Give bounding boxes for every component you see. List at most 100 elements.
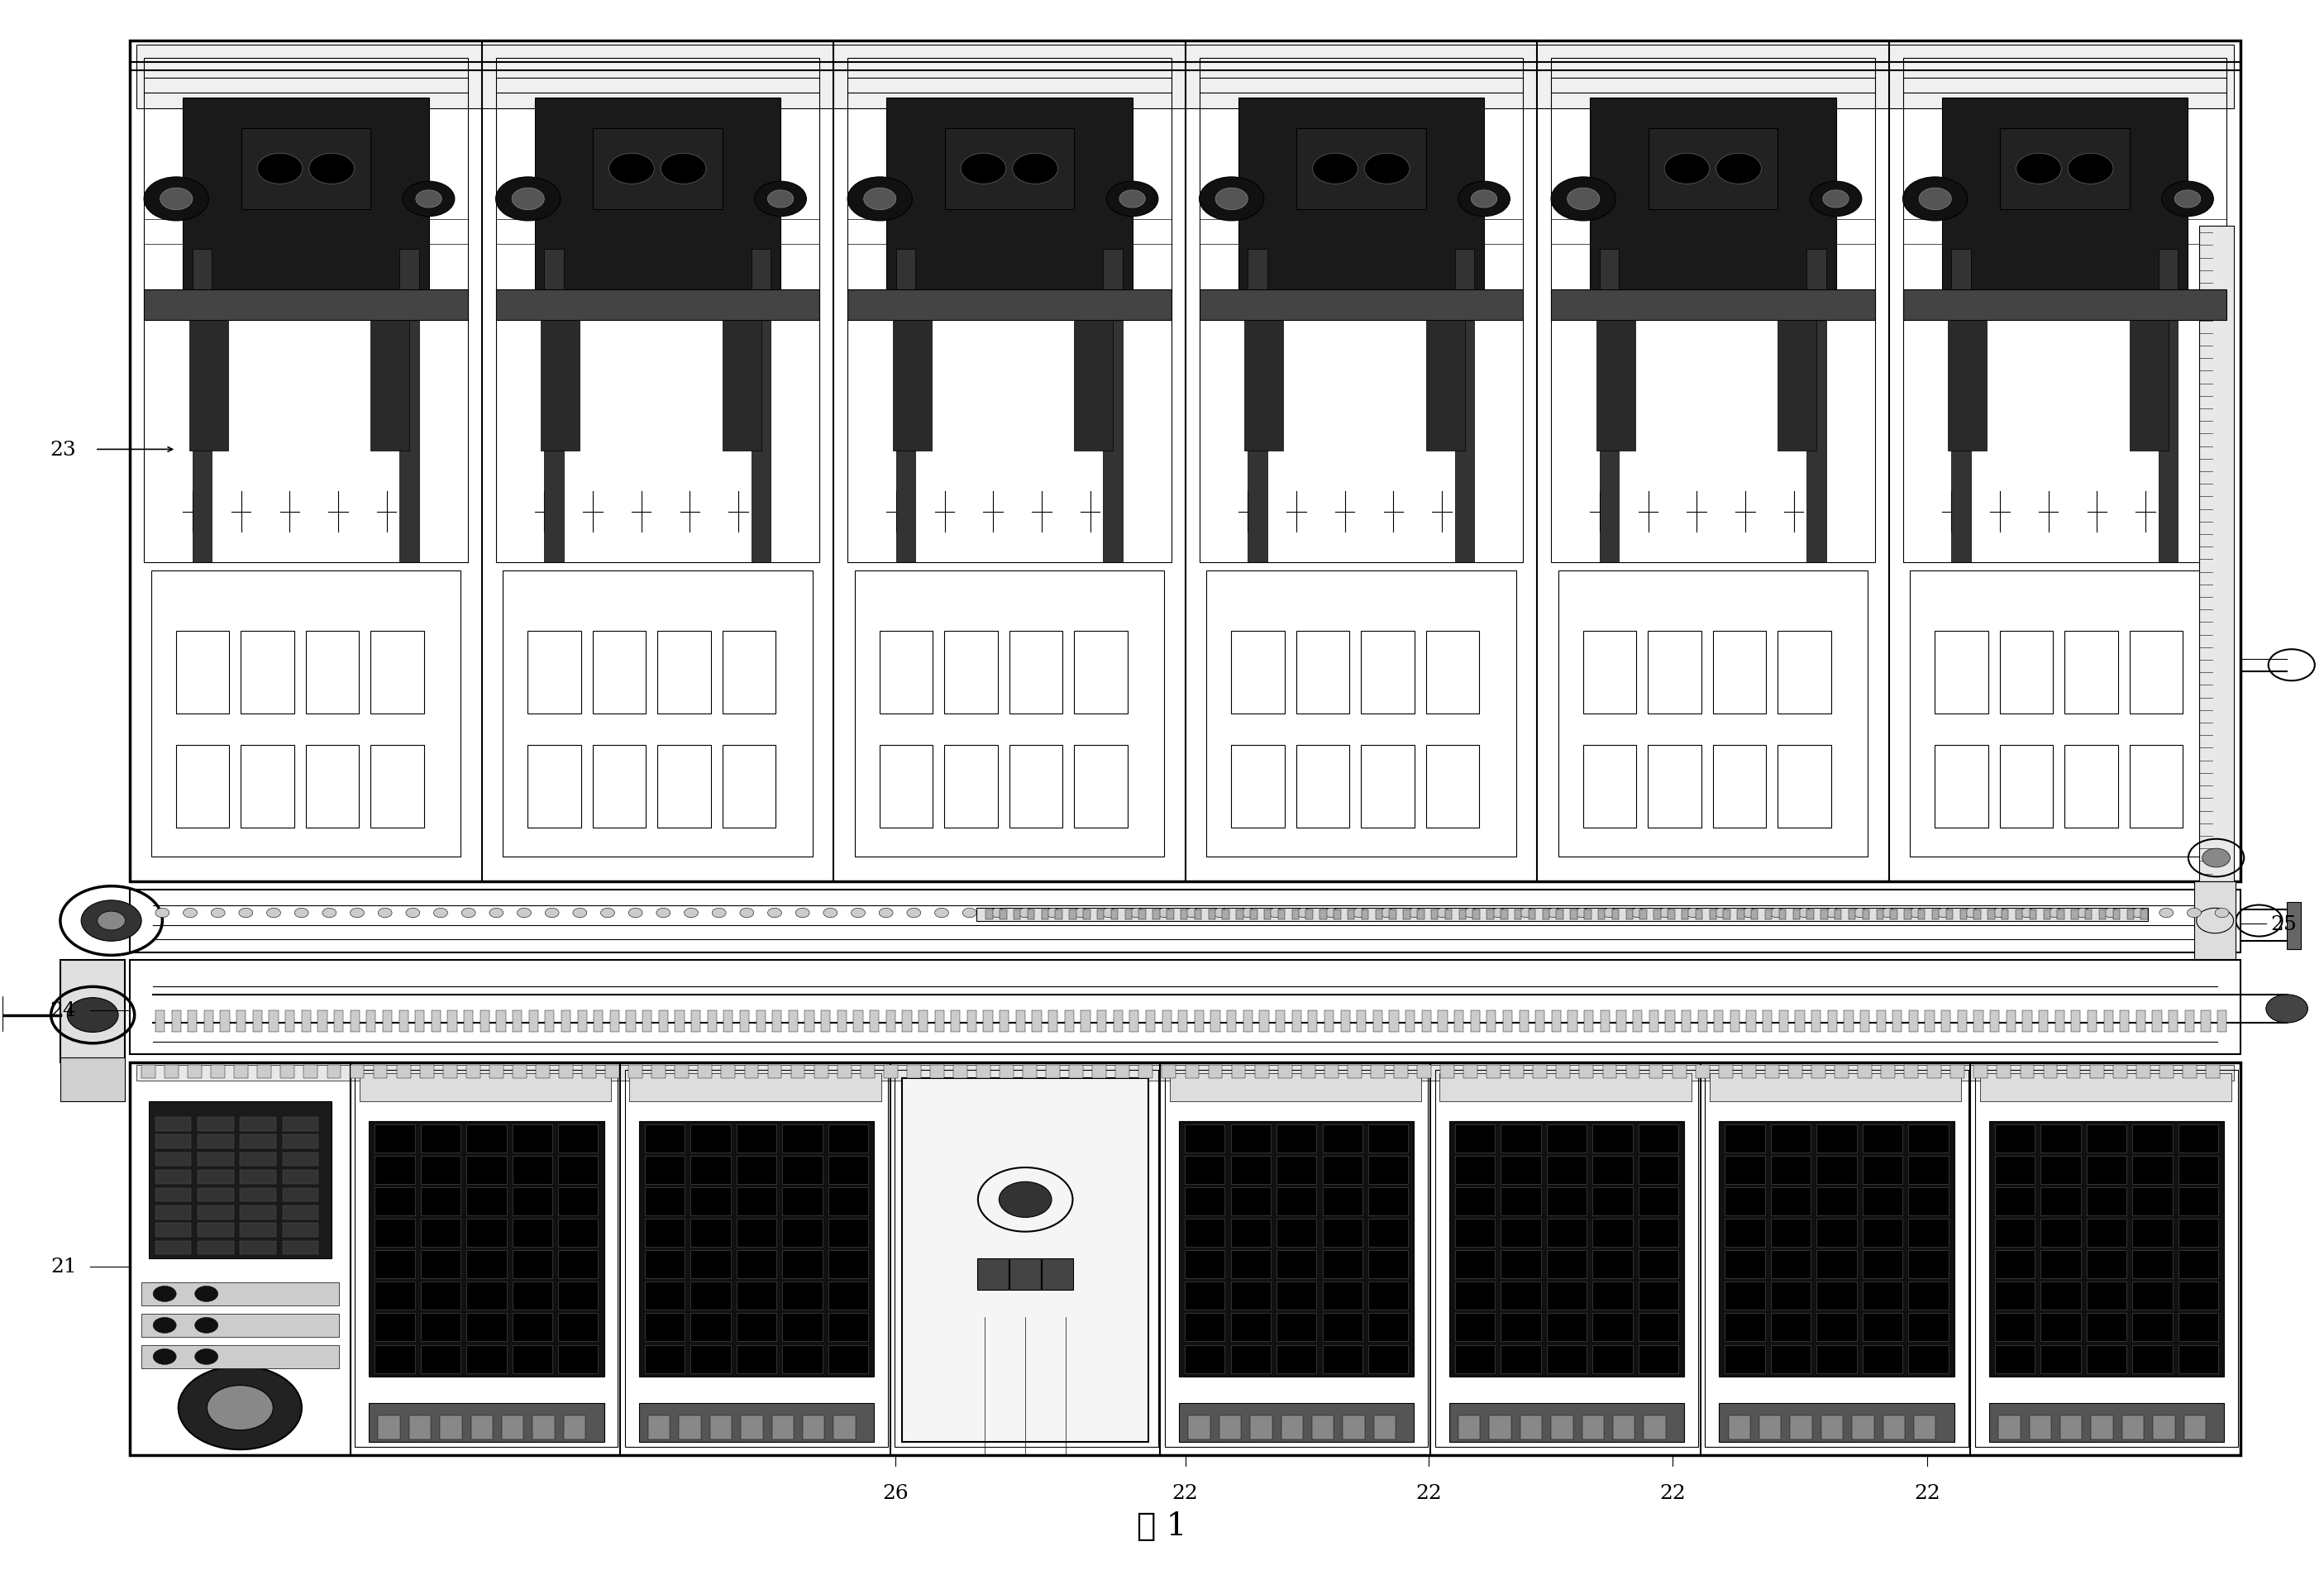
Bar [1987, 910, 1994, 920]
Bar [644, 1282, 686, 1310]
Bar [1592, 1314, 1631, 1342]
Bar [1843, 1011, 1852, 1033]
Bar [1545, 1156, 1587, 1184]
Bar [1246, 320, 1283, 452]
Bar [1710, 1073, 1961, 1101]
Bar [221, 1011, 230, 1033]
Bar [235, 1065, 249, 1077]
Bar [360, 1073, 611, 1101]
Bar [467, 1314, 507, 1342]
Bar [1278, 1065, 1292, 1077]
Circle shape [1492, 909, 1506, 918]
Bar [558, 1251, 597, 1279]
Bar [827, 1188, 869, 1216]
Circle shape [1313, 154, 1357, 184]
Bar [239, 1205, 277, 1219]
Circle shape [2103, 909, 2117, 918]
Bar [2122, 1416, 2145, 1440]
Bar [1941, 1011, 1950, 1033]
Bar [934, 1011, 944, 1033]
Bar [1455, 1314, 1494, 1342]
Bar [467, 1251, 507, 1279]
Bar [1641, 910, 1648, 920]
Bar [1778, 1011, 1787, 1033]
Bar [772, 1011, 781, 1033]
Bar [1185, 1251, 1225, 1279]
Bar [1989, 1403, 2224, 1443]
Circle shape [1102, 909, 1116, 918]
Bar [1369, 1251, 1408, 1279]
Bar [370, 320, 409, 452]
Bar [1199, 58, 1522, 562]
Bar [495, 290, 820, 320]
Bar [495, 58, 820, 562]
Circle shape [1743, 909, 1755, 918]
Bar [1081, 1011, 1090, 1033]
Bar [1487, 910, 1494, 920]
Bar [1817, 1188, 1857, 1216]
Bar [690, 1314, 730, 1342]
Bar [1683, 1011, 1692, 1033]
Circle shape [1566, 189, 1599, 211]
Bar [1994, 1314, 2036, 1342]
Bar [1362, 632, 1415, 713]
Bar [1501, 1188, 1541, 1216]
Circle shape [574, 909, 586, 918]
Bar [1427, 632, 1480, 713]
Circle shape [823, 909, 837, 918]
Bar [374, 1219, 414, 1247]
Bar [281, 1117, 318, 1131]
Bar [679, 1416, 702, 1440]
Bar [1322, 1345, 1362, 1373]
Circle shape [1436, 909, 1450, 918]
Bar [737, 1125, 776, 1153]
Circle shape [195, 1318, 218, 1332]
Bar [2287, 902, 2301, 950]
Bar [281, 1136, 318, 1148]
Circle shape [184, 909, 198, 918]
Bar [755, 1011, 765, 1033]
Bar [2185, 1011, 2194, 1033]
Bar [281, 1065, 295, 1077]
Bar [188, 1011, 198, 1033]
Circle shape [1380, 909, 1394, 918]
Bar [772, 1416, 795, 1440]
Bar [2006, 1011, 2015, 1033]
Bar [1195, 910, 1202, 920]
Bar [1185, 1188, 1225, 1216]
Bar [848, 58, 1171, 562]
Bar [1220, 1416, 1241, 1440]
Bar [465, 1011, 474, 1033]
Bar [1023, 1065, 1037, 1077]
Circle shape [1576, 909, 1590, 918]
Bar [804, 1011, 813, 1033]
Bar [1557, 1065, 1571, 1077]
Bar [1276, 1314, 1315, 1342]
Bar [130, 961, 2240, 1055]
Bar [644, 1219, 686, 1247]
Circle shape [1903, 178, 1968, 222]
Circle shape [2266, 995, 2308, 1024]
Bar [1369, 1125, 1408, 1153]
Bar [2133, 1125, 2173, 1153]
Bar [1715, 1011, 1724, 1033]
Bar [421, 1282, 460, 1310]
Circle shape [195, 1287, 218, 1303]
Bar [1055, 910, 1062, 920]
Bar [239, 1117, 277, 1131]
Bar [2133, 1219, 2173, 1247]
Bar [1232, 1345, 1271, 1373]
Bar [1211, 1011, 1220, 1033]
Bar [151, 570, 460, 857]
Bar [502, 1416, 523, 1440]
Bar [1278, 910, 1285, 920]
Bar [1908, 1314, 1948, 1342]
Bar [421, 1065, 435, 1077]
Bar [1771, 1188, 1810, 1216]
Bar [1404, 910, 1411, 920]
Circle shape [2203, 849, 2231, 868]
Bar [421, 1188, 460, 1216]
Bar [1501, 1345, 1541, 1373]
Bar [421, 1156, 460, 1184]
Bar [690, 1011, 700, 1033]
